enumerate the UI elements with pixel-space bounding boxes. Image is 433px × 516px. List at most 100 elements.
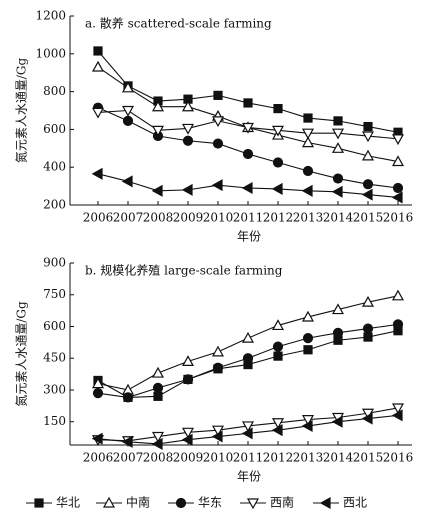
marker — [361, 149, 375, 161]
marker — [242, 353, 254, 364]
marker — [91, 60, 105, 72]
marker — [273, 351, 283, 361]
marker — [391, 155, 405, 167]
y-tick-label: 400 — [43, 160, 66, 174]
y-tick-label: 900 — [43, 256, 66, 270]
y-tick-label: 450 — [43, 351, 66, 365]
x-tick-label: 2014 — [323, 451, 354, 465]
marker — [181, 100, 195, 112]
x-axis-label: 年份 — [237, 470, 261, 484]
x-tick-label: 2006 — [83, 451, 114, 465]
x-tick-label: 2007 — [113, 211, 144, 225]
marker — [151, 366, 165, 378]
marker — [211, 430, 223, 443]
marker — [181, 427, 195, 439]
x-tick-label: 2015 — [353, 211, 384, 225]
marker — [121, 435, 133, 448]
marker — [211, 425, 225, 437]
x-tick-label: 2011 — [233, 211, 264, 225]
y-axis-label: 氮元素人水通量/Gg — [14, 301, 29, 407]
marker — [91, 377, 105, 389]
marker — [121, 105, 135, 117]
marker — [271, 182, 283, 195]
x-tick-label: 2009 — [173, 211, 204, 225]
marker — [272, 341, 284, 352]
marker — [333, 116, 343, 126]
marker — [246, 498, 260, 510]
y-tick-label: 600 — [43, 319, 66, 333]
y-tick-label: 150 — [43, 414, 66, 428]
marker — [151, 431, 165, 443]
legend-label: 中南 — [126, 495, 150, 510]
marker — [272, 157, 284, 168]
legend-label: 华北 — [56, 496, 80, 510]
marker — [271, 319, 285, 331]
y-tick-label: 300 — [43, 382, 66, 396]
x-tick-label: 2012 — [263, 211, 294, 225]
marker — [301, 136, 315, 148]
marker — [212, 138, 224, 149]
marker — [121, 81, 135, 93]
marker — [151, 437, 163, 450]
marker — [391, 403, 405, 415]
y-tick-label: 200 — [43, 198, 66, 212]
x-tick-label: 2015 — [353, 451, 384, 465]
marker — [271, 418, 285, 430]
marker — [361, 412, 373, 425]
marker — [241, 181, 253, 195]
x-tick-label: 2016 — [383, 211, 414, 225]
x-tick-label: 2007 — [113, 451, 144, 465]
marker — [175, 497, 187, 509]
series-line — [97, 295, 399, 391]
marker — [241, 421, 255, 433]
marker — [211, 116, 225, 128]
marker — [151, 184, 163, 197]
marker — [302, 333, 314, 344]
marker — [92, 388, 104, 399]
marker — [242, 148, 254, 160]
marker — [122, 392, 134, 403]
marker — [213, 90, 223, 100]
marker — [392, 182, 404, 194]
marker — [361, 295, 375, 307]
marker — [391, 409, 403, 422]
x-tick-label: 2008 — [143, 451, 174, 465]
marker — [153, 391, 163, 401]
x-tick-label: 2009 — [173, 451, 204, 465]
x-tick-label: 2011 — [233, 451, 264, 465]
marker — [241, 122, 255, 134]
y-tick-label: 800 — [43, 84, 66, 98]
y-tick-label: 1000 — [35, 46, 66, 60]
marker — [391, 191, 403, 204]
marker — [361, 188, 373, 201]
marker — [301, 419, 313, 432]
x-tick-label: 2012 — [263, 451, 294, 465]
series-line — [97, 107, 399, 189]
marker — [363, 332, 373, 342]
y-tick-label: 600 — [43, 122, 66, 136]
marker — [362, 179, 374, 190]
marker — [182, 374, 194, 385]
x-tick-label: 2013 — [293, 211, 324, 225]
marker — [331, 142, 345, 153]
marker — [181, 433, 193, 446]
panel-annotation: a. 散养 scattered-scale farming — [85, 16, 272, 31]
marker — [181, 355, 195, 367]
marker — [211, 179, 223, 192]
marker — [122, 115, 134, 126]
marker — [361, 131, 375, 143]
marker — [243, 98, 253, 108]
marker — [363, 121, 373, 132]
x-tick-label: 2006 — [83, 211, 114, 225]
marker — [152, 382, 164, 393]
marker — [301, 184, 313, 197]
x-tick-label: 2008 — [143, 211, 174, 225]
marker — [211, 345, 225, 357]
marker — [391, 134, 405, 146]
marker — [362, 323, 374, 334]
marker — [151, 125, 165, 137]
panel-annotation: b. 规模化养殖 large-scale farming — [85, 263, 283, 278]
marker — [151, 100, 165, 112]
marker — [331, 303, 345, 315]
